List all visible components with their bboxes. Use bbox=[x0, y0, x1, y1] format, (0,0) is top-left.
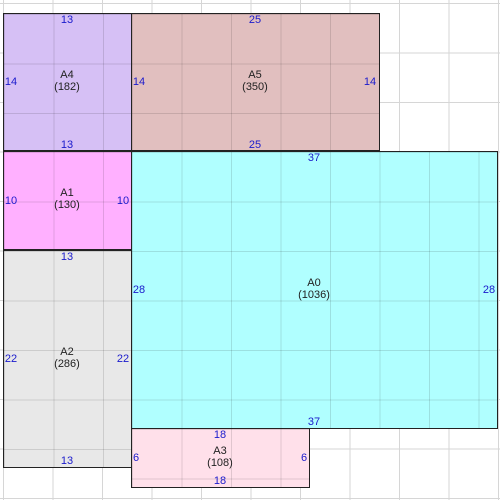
region-a2-area: (286) bbox=[54, 358, 80, 370]
region-a3-dim-top: 18 bbox=[213, 429, 227, 441]
region-a3-label: A3 (108) bbox=[207, 445, 233, 469]
region-a0 bbox=[131, 151, 498, 429]
region-a2-dim-bottom: 13 bbox=[60, 455, 74, 467]
region-a0-dim-top: 37 bbox=[307, 152, 321, 164]
region-a1-area: (130) bbox=[54, 199, 80, 211]
region-a0-dim-bottom: 37 bbox=[307, 416, 321, 428]
region-a1 bbox=[3, 151, 132, 250]
region-a0-name: A0 bbox=[307, 277, 321, 289]
region-a5 bbox=[131, 13, 380, 151]
region-a3-dim-right: 6 bbox=[300, 452, 308, 464]
region-a1-label: A1 (130) bbox=[54, 187, 80, 211]
region-a5-label: A5 (350) bbox=[242, 69, 268, 93]
region-a0-label: A0 (1036) bbox=[298, 277, 330, 301]
region-a4 bbox=[3, 13, 132, 151]
region-a3-dim-bottom: 18 bbox=[213, 475, 227, 487]
region-a3-name: A3 bbox=[213, 445, 227, 457]
region-a1-dim-right: 10 bbox=[116, 195, 130, 207]
region-a3-area: (108) bbox=[207, 457, 233, 469]
region-a4-dim-left: 14 bbox=[4, 76, 18, 88]
region-a4-dim-bottom: 13 bbox=[60, 139, 74, 151]
region-a0-dim-right: 28 bbox=[482, 284, 496, 296]
region-a3-dim-left: 6 bbox=[132, 452, 140, 464]
region-a0-area: (1036) bbox=[298, 289, 330, 301]
region-a5-name: A5 bbox=[248, 69, 262, 81]
region-a4-dim-top: 13 bbox=[60, 14, 74, 26]
region-a4-area: (182) bbox=[54, 81, 80, 93]
region-a5-dim-top: 25 bbox=[248, 14, 262, 26]
region-a2 bbox=[3, 250, 132, 468]
region-a1-name: A1 bbox=[60, 187, 74, 199]
region-a1-dim-left: 10 bbox=[4, 195, 18, 207]
region-a2-name: A2 bbox=[60, 346, 74, 358]
region-a5-dim-right: 14 bbox=[363, 76, 377, 88]
region-a5-dim-bottom: 25 bbox=[248, 139, 262, 151]
region-a5-area: (350) bbox=[242, 81, 268, 93]
region-a2-dim-right: 22 bbox=[116, 353, 130, 365]
region-a0-dim-left: 28 bbox=[132, 284, 146, 296]
region-a2-dim-top: 13 bbox=[60, 251, 74, 263]
region-a2-label: A2 (286) bbox=[54, 346, 80, 370]
region-a5-dim-left: 14 bbox=[132, 76, 146, 88]
region-a3 bbox=[131, 428, 310, 488]
region-a4-label: A4 (182) bbox=[54, 69, 80, 93]
region-a4-name: A4 bbox=[60, 69, 74, 81]
region-a2-dim-left: 22 bbox=[4, 353, 18, 365]
